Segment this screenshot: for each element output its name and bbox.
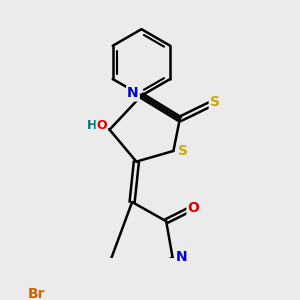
Text: H: H	[86, 119, 97, 132]
Text: O: O	[188, 201, 200, 215]
Text: S: S	[178, 144, 188, 158]
Text: N: N	[127, 86, 139, 100]
Text: O: O	[97, 119, 107, 132]
Text: N: N	[175, 250, 187, 264]
Text: Br: Br	[28, 286, 45, 300]
Text: S: S	[210, 95, 220, 109]
